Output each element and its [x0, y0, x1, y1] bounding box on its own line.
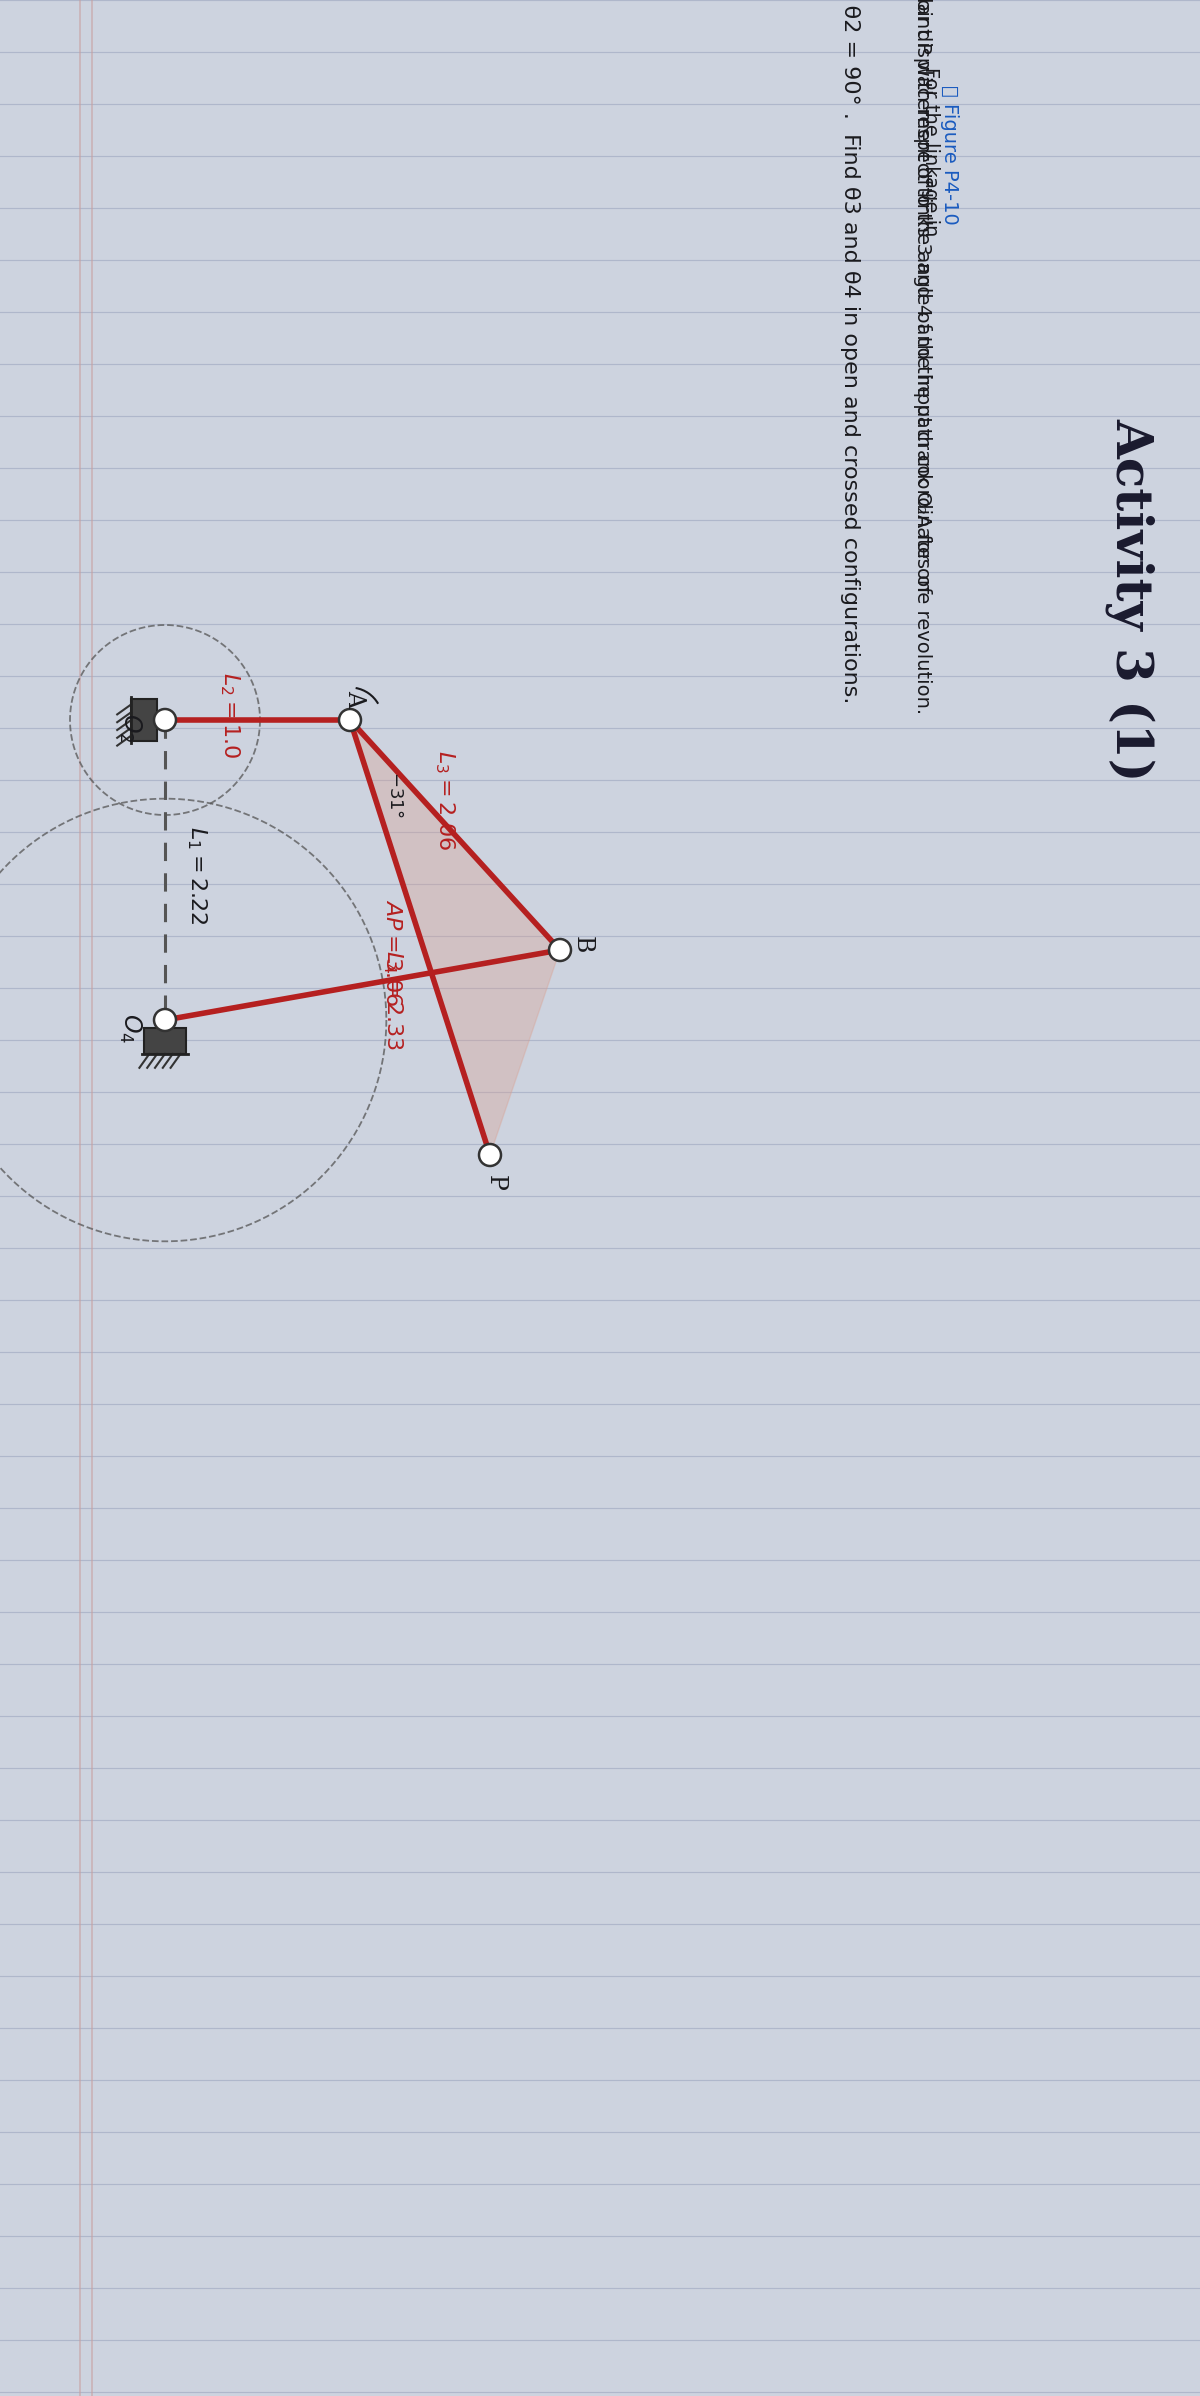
Text: Activity 3 (1): Activity 3 (1) [1105, 419, 1154, 781]
Circle shape [479, 1143, 502, 1167]
Text: $-31°$: $-31°$ [386, 772, 404, 819]
Polygon shape [131, 700, 157, 740]
Text: •  θ2 = 90° .  Find θ3 and θ4 in open and crossed configurations.: • θ2 = 90° . Find θ3 and θ4 in open and … [840, 0, 860, 702]
Circle shape [550, 939, 571, 961]
Text: P: P [484, 1174, 506, 1191]
Text: $L_1 = 2.22$: $L_1 = 2.22$ [185, 827, 209, 925]
Polygon shape [144, 1028, 186, 1054]
Text: , calculate and plot the angular displacement of links 3 and 4 and the path coor: , calculate and plot the angular displac… [912, 0, 931, 594]
Text: $L_4 = 2.33$: $L_4 = 2.33$ [380, 951, 404, 1049]
Text: A: A [343, 690, 366, 707]
Text: For the linkage in: For the linkage in [922, 67, 940, 242]
Circle shape [154, 709, 176, 731]
Text: ⧉ Figure P4-10: ⧉ Figure P4-10 [940, 86, 959, 225]
Text: $L_3 = 2.06$: $L_3 = 2.06$ [433, 750, 457, 851]
Circle shape [340, 709, 361, 731]
Text: B: B [570, 937, 594, 954]
Circle shape [154, 1009, 176, 1030]
Text: $O_4$: $O_4$ [116, 1014, 143, 1042]
Text: $O_2$: $O_2$ [116, 714, 143, 743]
Polygon shape [350, 721, 560, 1155]
Text: $AP = 3.06$: $AP = 3.06$ [382, 898, 402, 1006]
Text: point P with respect to the angle of the input crank O₂A for one revolution.: point P with respect to the angle of the… [912, 0, 931, 714]
Text: $L_2 = 1.0$: $L_2 = 1.0$ [217, 671, 241, 757]
